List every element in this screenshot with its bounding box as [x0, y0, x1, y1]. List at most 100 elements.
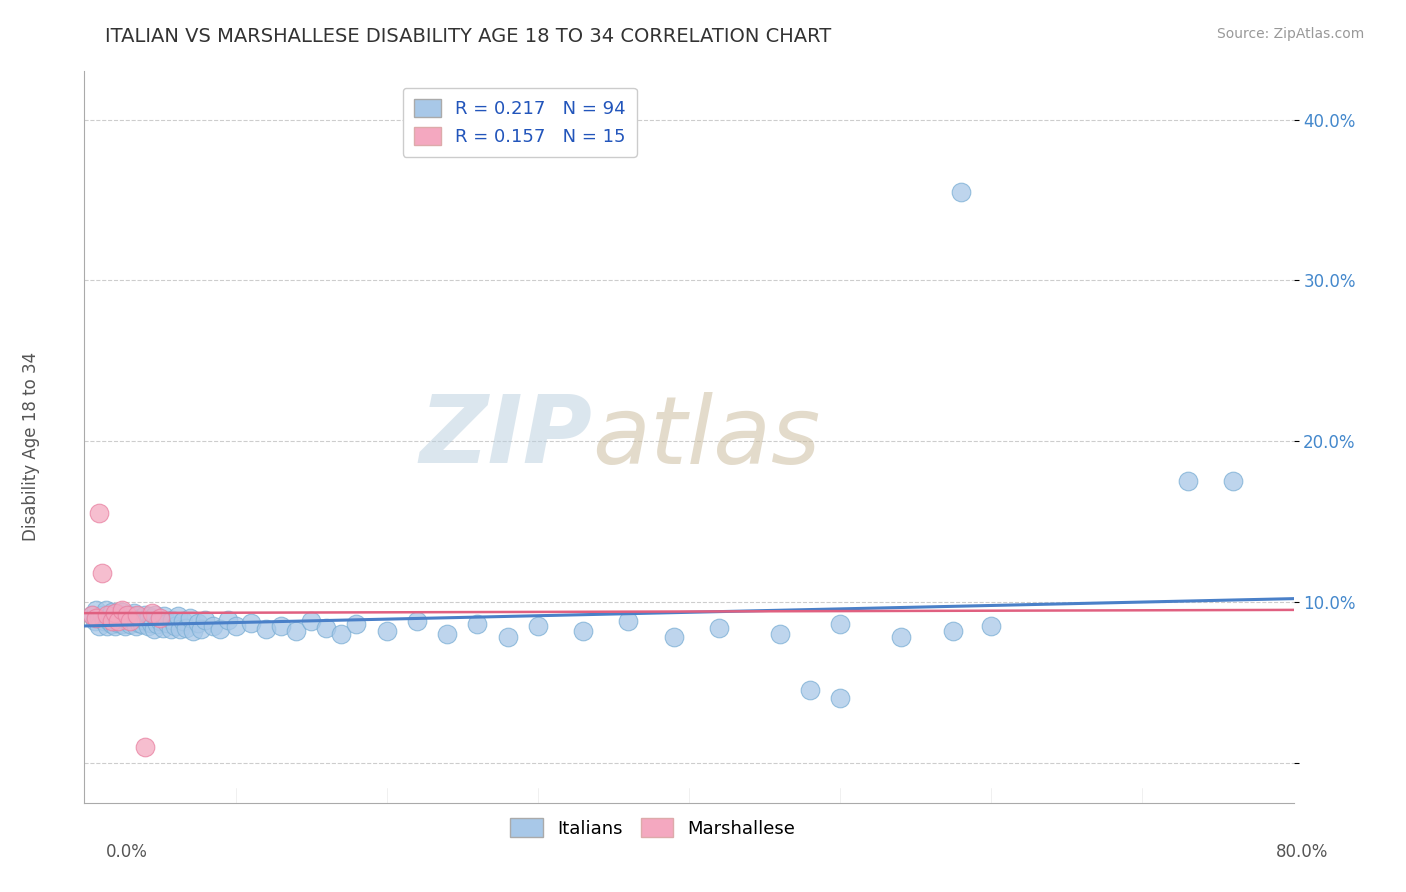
Point: [890, 630, 912, 644]
Point: [572, 624, 595, 638]
Point: [115, 607, 138, 622]
Point: [830, 691, 852, 706]
Point: [769, 627, 792, 641]
Legend: Italians, Marshallese: Italians, Marshallese: [503, 811, 803, 845]
Point: [239, 615, 262, 630]
Point: [89, 507, 111, 521]
Point: [209, 622, 232, 636]
Point: [96, 611, 118, 625]
Point: [93, 614, 115, 628]
Point: [299, 614, 322, 628]
Point: [149, 611, 172, 625]
Point: [127, 609, 149, 624]
Point: [122, 606, 145, 620]
Point: [96, 619, 118, 633]
Point: [330, 627, 353, 641]
Point: [121, 613, 143, 627]
Point: [141, 606, 163, 620]
Point: [105, 606, 128, 620]
Point: [139, 615, 162, 630]
Point: [89, 611, 111, 625]
Point: [194, 613, 217, 627]
Point: [980, 619, 1002, 633]
Point: [406, 614, 429, 628]
Point: [135, 614, 157, 628]
Point: [527, 619, 550, 633]
Text: Disability Age 18 to 34: Disability Age 18 to 34: [22, 351, 39, 541]
Point: [146, 617, 169, 632]
Point: [86, 603, 108, 617]
Point: [141, 611, 163, 625]
Point: [436, 627, 458, 641]
Point: [80, 607, 103, 622]
Point: [80, 607, 103, 622]
Point: [104, 606, 127, 620]
Point: [129, 611, 152, 625]
Text: atlas: atlas: [592, 392, 821, 483]
Point: [108, 614, 131, 628]
Text: 0.0%: 0.0%: [105, 843, 148, 861]
Point: [190, 622, 212, 636]
Point: [174, 621, 197, 635]
Point: [91, 566, 114, 580]
Point: [114, 619, 136, 633]
Point: [111, 603, 134, 617]
Point: [111, 617, 134, 632]
Point: [217, 613, 239, 627]
Point: [159, 622, 181, 636]
Point: [107, 611, 129, 625]
Point: [100, 605, 122, 619]
Point: [97, 614, 120, 628]
Point: [104, 619, 127, 633]
Point: [136, 619, 159, 633]
Point: [165, 619, 187, 633]
Point: [134, 607, 156, 622]
Point: [1177, 475, 1199, 489]
Point: [830, 617, 852, 632]
Point: [167, 609, 190, 624]
Point: [950, 185, 973, 199]
Point: [125, 619, 148, 633]
Point: [346, 617, 368, 632]
Point: [799, 683, 821, 698]
Text: Source: ZipAtlas.com: Source: ZipAtlas.com: [1216, 27, 1364, 41]
Point: [112, 613, 135, 627]
Point: [201, 619, 224, 633]
Point: [110, 607, 132, 622]
Point: [100, 614, 122, 628]
Point: [179, 611, 201, 625]
Point: [98, 607, 121, 622]
Point: [169, 622, 191, 636]
Point: [181, 624, 204, 638]
Point: [127, 607, 149, 622]
Point: [86, 611, 108, 625]
Point: [138, 609, 160, 624]
Point: [104, 609, 127, 624]
Point: [709, 621, 731, 635]
Point: [942, 624, 965, 638]
Point: [153, 609, 176, 624]
Point: [375, 624, 398, 638]
Point: [118, 617, 141, 632]
Point: [467, 617, 489, 632]
Text: ITALIAN VS MARSHALLESE DISABILITY AGE 18 TO 34 CORRELATION CHART: ITALIAN VS MARSHALLESE DISABILITY AGE 18…: [105, 27, 832, 45]
Point: [115, 609, 138, 624]
Point: [149, 614, 172, 628]
Point: [94, 603, 117, 617]
Point: [160, 613, 183, 627]
Point: [101, 613, 124, 627]
Point: [134, 739, 156, 754]
Point: [152, 621, 174, 635]
Point: [84, 614, 107, 628]
Point: [662, 630, 685, 644]
Point: [111, 605, 134, 619]
Point: [225, 619, 247, 633]
Point: [91, 607, 114, 622]
Point: [617, 614, 640, 628]
Point: [254, 622, 277, 636]
Point: [89, 619, 111, 633]
Point: [96, 607, 118, 622]
Point: [118, 607, 141, 622]
Point: [118, 614, 141, 628]
Point: [107, 614, 129, 628]
